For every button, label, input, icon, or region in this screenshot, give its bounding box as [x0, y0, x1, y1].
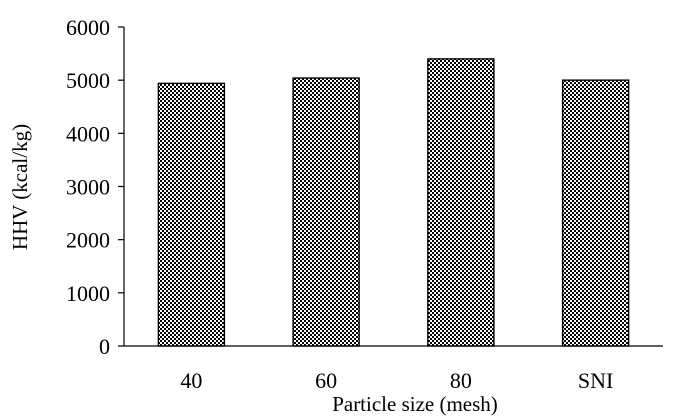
y-tick-label: 2000 — [66, 228, 110, 253]
y-tick-label: 4000 — [66, 121, 110, 146]
y-tick-label: 1000 — [66, 281, 110, 306]
bar-sni — [563, 80, 629, 346]
y-tick-label: 6000 — [66, 15, 110, 40]
x-tick-label: 60 — [315, 368, 337, 393]
y-axis-title: HHV (kcal/kg) — [8, 124, 32, 250]
x-tick-label: 40 — [180, 368, 202, 393]
bars — [158, 59, 628, 346]
x-tick-label: 80 — [450, 368, 472, 393]
y-axis-ticks: 0 1000 2000 3000 4000 5000 6000 — [66, 15, 124, 359]
bar-60 — [293, 78, 359, 346]
bar-40 — [158, 83, 224, 346]
y-tick-label: 3000 — [66, 175, 110, 200]
x-axis-ticks: 40 60 80 SNI — [180, 368, 613, 393]
y-tick-label: 0 — [99, 334, 110, 359]
bar-80 — [428, 59, 494, 346]
x-axis-title: Particle size (mesh) — [332, 392, 498, 416]
x-tick-label: SNI — [578, 368, 613, 393]
y-tick-label: 5000 — [66, 68, 110, 93]
